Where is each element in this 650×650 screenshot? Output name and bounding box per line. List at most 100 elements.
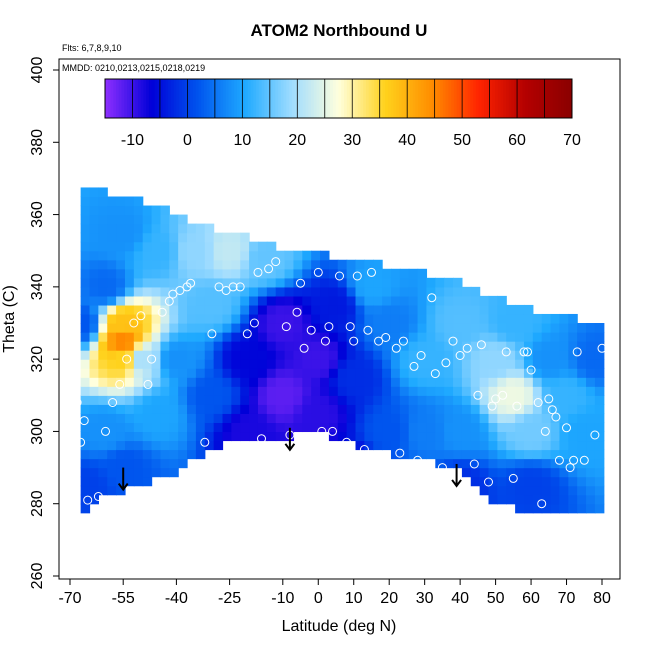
heatmap-cell — [550, 503, 561, 514]
heatmap-cell — [470, 295, 481, 306]
heatmap-cell — [213, 386, 224, 396]
heatmap-cell — [532, 458, 543, 469]
heatmap-cell — [461, 304, 472, 315]
heatmap-cell — [151, 250, 162, 261]
heatmap-cell — [142, 368, 153, 378]
heatmap-cell — [594, 332, 605, 342]
heatmap-cell — [506, 440, 516, 451]
heatmap-cell — [559, 404, 569, 414]
heatmap-cell — [249, 431, 259, 442]
colorbar-segment — [563, 79, 568, 118]
colorbar-frame — [104, 78, 573, 119]
heatmap-cell — [195, 295, 206, 306]
colorbar-segment — [272, 79, 276, 118]
heatmap-cell — [568, 458, 578, 469]
heatmap-cell — [373, 341, 383, 351]
heatmap-cell — [435, 304, 445, 315]
heatmap-cell — [320, 295, 330, 306]
heatmap-cell — [160, 449, 170, 460]
heatmap-cell — [116, 476, 126, 487]
heatmap-cell — [284, 341, 295, 351]
heatmap-cell — [470, 368, 481, 378]
colorbar-segment — [291, 79, 296, 118]
heatmap-cell — [541, 359, 552, 369]
heatmap-cell — [169, 431, 179, 442]
heatmap-cell — [98, 277, 108, 288]
heatmap-cell — [124, 395, 135, 405]
heatmap-cell — [98, 250, 108, 261]
heatmap-cell — [195, 368, 206, 378]
heatmap-cell — [337, 350, 348, 360]
heatmap-cell — [453, 440, 463, 451]
heatmap-cell — [373, 268, 383, 279]
y-axis-label: Theta (C) — [1, 285, 18, 353]
observation-point — [207, 329, 217, 339]
heatmap-cell — [178, 458, 188, 469]
heatmap-cell — [187, 386, 197, 396]
heatmap-cell — [133, 413, 144, 423]
observation-point — [519, 347, 529, 357]
heatmap-cell — [80, 404, 91, 414]
heatmap-cell — [169, 359, 179, 369]
heatmap-cell — [107, 250, 117, 261]
heatmap-cell — [577, 422, 587, 433]
heatmap-cell — [497, 295, 507, 306]
heatmap-cell — [577, 413, 587, 423]
colorbar-segment — [176, 79, 180, 118]
heatmap-cell — [417, 268, 428, 279]
heatmap-cell — [133, 467, 144, 478]
heatmap-cell — [435, 341, 445, 351]
direction-arrow-head — [451, 479, 462, 488]
heatmap-cell — [284, 295, 295, 306]
heatmap-cell — [142, 413, 153, 423]
heatmap-cell — [488, 449, 498, 460]
heatmap-cell — [107, 295, 117, 306]
heatmap-cell — [204, 268, 215, 279]
colorbar-segment — [264, 79, 268, 118]
heatmap-cell — [594, 341, 605, 351]
heatmap-cell — [178, 332, 188, 342]
colorbar-segment — [541, 79, 546, 118]
heatmap-cell — [89, 196, 99, 207]
heatmap-cell — [523, 440, 534, 451]
heatmap-cell — [320, 304, 330, 315]
heatmap-cell — [204, 413, 215, 423]
heatmap-cell — [124, 368, 135, 378]
heatmap-cell — [80, 250, 91, 261]
heatmap-cell — [133, 350, 144, 360]
heatmap-cell — [568, 323, 578, 333]
heatmap-cell — [169, 295, 179, 306]
heatmap-field — [80, 187, 605, 514]
heatmap-cell — [240, 250, 250, 261]
heatmap-cell — [355, 295, 365, 306]
heatmap-cell — [355, 286, 365, 297]
heatmap-cell — [586, 413, 596, 423]
colorbar-segment — [481, 79, 485, 118]
heatmap-cell — [541, 449, 552, 460]
heatmap-cell — [461, 404, 472, 414]
heatmap-cell — [577, 368, 587, 378]
heatmap-cell — [506, 485, 516, 496]
heatmap-cell — [559, 413, 569, 423]
observation-point — [484, 477, 493, 487]
axes: -70 -55 -40 -25 -10 0 10 20 30 40 50 60 70 8026028030… — [29, 57, 611, 607]
heatmap-cell — [426, 377, 436, 387]
heatmap-cell — [382, 268, 392, 279]
heatmap-cell — [284, 422, 295, 433]
heatmap-cell — [80, 467, 91, 478]
heatmap-cell — [240, 368, 250, 378]
colorbar-segment — [148, 79, 153, 118]
colorbar-segment — [467, 79, 471, 118]
heatmap-cell — [497, 422, 507, 433]
heatmap-cell — [382, 377, 392, 387]
heatmap-cell — [497, 313, 507, 324]
heatmap-cell — [142, 467, 153, 478]
observation-point — [122, 354, 132, 364]
heatmap-cell — [107, 458, 117, 469]
colorbar-segment — [324, 79, 329, 118]
heatmap-cell — [453, 304, 463, 315]
heatmap-cell — [497, 404, 507, 414]
heatmap-cell — [302, 268, 312, 279]
heatmap-cell — [151, 458, 162, 469]
heatmap-cell — [213, 250, 224, 261]
